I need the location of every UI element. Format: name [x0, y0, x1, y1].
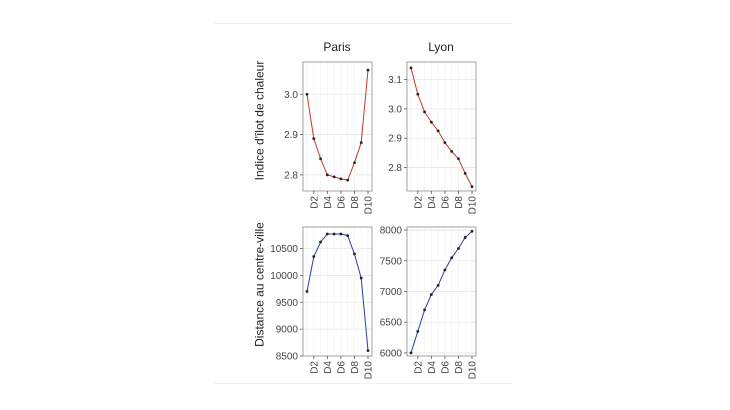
- panel-1-data-point: [359, 141, 363, 145]
- panel-1-xtick-label: D6: [336, 196, 347, 209]
- panel-3-data-point: [359, 276, 363, 280]
- panel-3-ytick-label: 10500: [270, 244, 298, 255]
- panel-3-xtick-label: D6: [336, 361, 347, 374]
- panel-4-xtick-label: D2: [413, 361, 424, 374]
- panel-4-data-point: [436, 283, 440, 287]
- panel-3-xtick-label: D8: [350, 361, 361, 374]
- panel-4-frame: [406, 226, 477, 357]
- panel-4-xtick-label: D6: [440, 361, 451, 374]
- panel-1-data-point: [325, 173, 329, 177]
- panel-3-data-point: [305, 290, 309, 293]
- panel-4-ytick-label: 8000: [380, 226, 403, 237]
- panel-3-data-point: [332, 232, 336, 236]
- panel-3-data-point: [319, 240, 322, 244]
- panel-2-xtick-label: D8: [454, 196, 465, 209]
- panel-1-data-point: [332, 175, 336, 179]
- panel-1-data-point: [339, 177, 343, 181]
- panel-3-ytick-label: 8500: [276, 352, 299, 363]
- panel-3-xtick-label: D4: [323, 361, 334, 374]
- panel-4-xtick-label: D4: [427, 361, 438, 374]
- panel-2-data-point: [429, 120, 433, 124]
- panel-3-data-point: [353, 252, 356, 256]
- panel-4-ytick-label: 7000: [380, 287, 403, 298]
- panel-4-ytick-label: 6000: [380, 348, 403, 359]
- panel-4-data-point: [463, 236, 467, 239]
- panel-3-data-point: [366, 349, 370, 353]
- bottom-divider: [214, 383, 512, 384]
- panel-3-ytick-label: 10000: [270, 271, 298, 282]
- panel-2-frame: [406, 61, 477, 192]
- panel-1-xtick-label: D8: [350, 196, 361, 209]
- panel-2-data-point: [470, 185, 474, 189]
- panel-1-data-point: [346, 178, 350, 182]
- panel-2-data-point: [423, 110, 426, 114]
- panel-2-ytick-label: 3.1: [388, 75, 402, 86]
- panel-3-background: [303, 227, 372, 356]
- panel-2-data-point: [457, 157, 460, 161]
- panel-3-data-point: [339, 232, 343, 236]
- panel-2-data-point: [416, 92, 420, 96]
- panel-2-series-line: [410, 67, 473, 187]
- panel-2-xtick-label: D6: [440, 196, 451, 209]
- panel-1-xtick-label: D4: [323, 196, 334, 209]
- panel-3-data-point: [346, 234, 350, 238]
- panel-1-xtick-label: D2: [309, 196, 320, 209]
- column-title-lyon: Lyon: [428, 40, 454, 54]
- panel-3-series-line: [306, 233, 369, 351]
- panel-4-data-point: [409, 351, 413, 355]
- panel-4-xtick-label: D10: [468, 361, 479, 380]
- panel-4-data-point: [416, 330, 420, 333]
- panel-1-data-point: [353, 161, 356, 165]
- panel-1-data-point: [366, 68, 370, 72]
- panel-2-data-point: [450, 150, 454, 153]
- panel-2-ytick-label: 2.9: [388, 134, 402, 145]
- panel-3-ytick-label: 9000: [276, 325, 299, 336]
- panel-2-ytick-label: 3.0: [388, 104, 402, 115]
- panel-4-data-point: [450, 256, 454, 260]
- panel-3-ytick-label: 9500: [276, 298, 299, 309]
- panel-4-data-point: [443, 268, 447, 272]
- panel-1-data-point: [305, 92, 309, 96]
- panel-1-background: [303, 62, 372, 191]
- panel-3-frame: [302, 226, 373, 357]
- panel-4-xtick-label: D8: [454, 361, 465, 374]
- top-divider: [214, 23, 512, 24]
- panel-1-series-line: [306, 70, 369, 181]
- panel-1-data-point: [312, 137, 316, 140]
- panel-1-ytick-label: 2.8: [284, 170, 298, 181]
- panel-4-data-point: [457, 247, 460, 250]
- panel-1-ytick-label: 3.0: [284, 90, 298, 101]
- panel-2-data-point: [436, 129, 440, 133]
- panel-2-xtick-label: D10: [468, 196, 479, 215]
- panel-2-data-point: [443, 141, 447, 145]
- panel-3-xtick-label: D2: [309, 361, 320, 374]
- panel-4-data-point: [423, 308, 426, 312]
- panel-4-ytick-label: 7500: [380, 256, 403, 267]
- panel-1-frame: [302, 61, 373, 192]
- column-title-paris: Paris: [323, 40, 351, 54]
- panel-4-series-line: [410, 230, 473, 354]
- panel-2-data-point: [463, 172, 467, 175]
- panel-3-xtick-label: D10: [364, 361, 375, 380]
- panel-1-ytick-label: 2.9: [284, 130, 298, 141]
- panel-2-xtick-label: D2: [413, 196, 424, 209]
- panel-1-xtick-label: D10: [364, 196, 375, 215]
- panel-1-data-point: [319, 157, 322, 161]
- panel-4-ytick-label: 6500: [380, 318, 403, 329]
- panel-2-ytick-label: 2.8: [388, 163, 402, 174]
- panel-3-data-point: [325, 232, 329, 236]
- panel-3-data-point: [312, 255, 316, 258]
- panel-2-background: [407, 62, 476, 191]
- panel-2-xtick-label: D4: [427, 196, 438, 209]
- panel-2-data-point: [409, 66, 413, 70]
- panel-4-data-point: [470, 229, 474, 233]
- panel-4-data-point: [429, 293, 433, 296]
